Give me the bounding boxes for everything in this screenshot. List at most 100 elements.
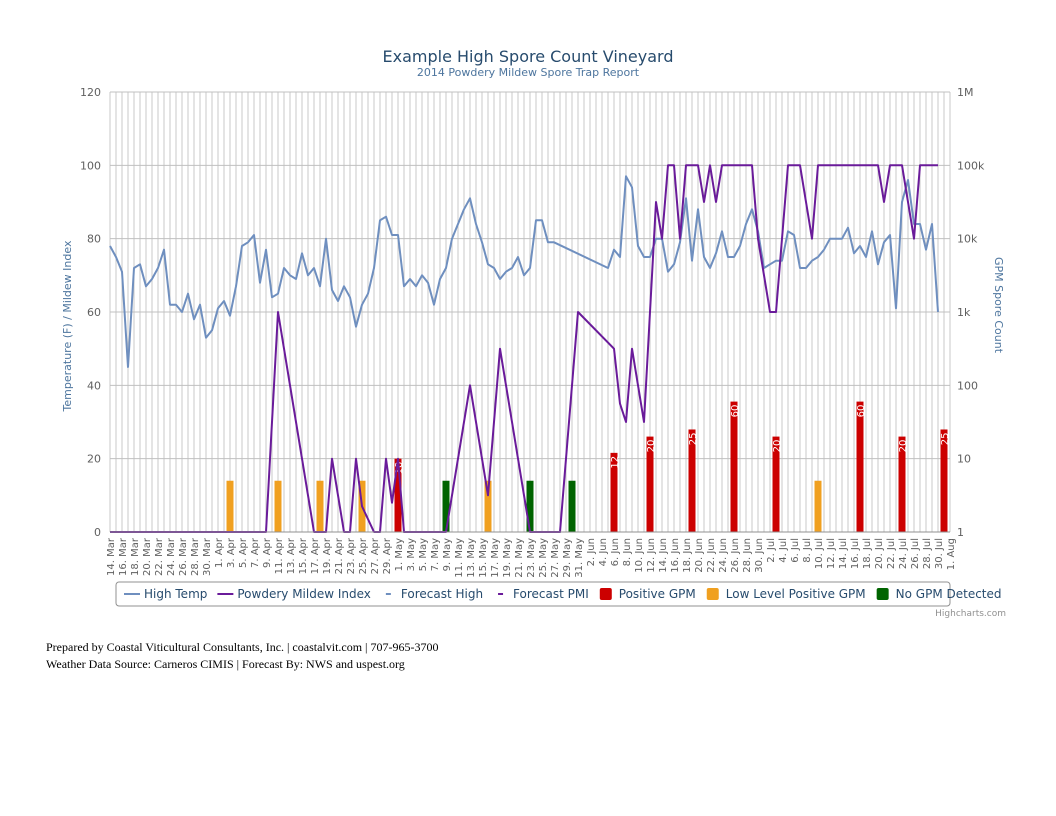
- x-tick-label: 4. Jun: [598, 538, 609, 566]
- x-tick-label: 6. Jun: [610, 538, 621, 566]
- x-tick-label: 3. May: [406, 538, 417, 571]
- x-tick-label: 1. May: [394, 538, 405, 571]
- x-tick-label: 10. Jul: [814, 538, 825, 569]
- x-tick-label: 14. Jul: [838, 538, 849, 569]
- x-tick-label: 20. Jun: [694, 538, 705, 573]
- y2-tick-label: 100k: [957, 159, 985, 172]
- gpm-bar-label: 25: [940, 432, 951, 445]
- x-tick-label: 27. Apr: [370, 537, 381, 574]
- x-tick-label: 12. Jul: [826, 538, 837, 569]
- x-tick-label: 28. Jun: [742, 538, 753, 573]
- x-tick-label: 13. May: [466, 538, 477, 578]
- legend-label: Forecast PMI: [513, 587, 589, 601]
- x-tick-label: 28. Mar: [190, 537, 201, 576]
- series-line: [110, 164, 938, 533]
- x-tick-label: 3. Apr: [226, 537, 237, 568]
- x-tick-label: 27. May: [550, 538, 561, 578]
- gpm-bar-label: 20: [772, 440, 783, 453]
- x-tick-label: 14. Jun: [658, 538, 669, 573]
- x-tick-label: 13. Apr: [286, 537, 297, 574]
- chart-subtitle: 2014 Powdery Mildew Spore Trap Report: [417, 66, 640, 79]
- gpm-bar: [856, 401, 864, 532]
- legend-item: Forecast PMI: [498, 587, 589, 601]
- x-tick-label: 18. Mar: [130, 537, 141, 576]
- y-tick-label: 60: [87, 306, 101, 319]
- y2-axis-title: GPM Spore Count: [992, 257, 1005, 354]
- x-tick-label: 6. Jul: [790, 538, 801, 563]
- x-tick-label: 26. Mar: [178, 537, 189, 576]
- x-tick-label: 20. Jul: [874, 538, 885, 569]
- y-tick-label: 0: [94, 526, 101, 539]
- x-tick-label: 20. Mar: [142, 537, 153, 576]
- legend-item: No GPM Detected: [876, 587, 1002, 601]
- x-tick-label: 23. May: [526, 538, 537, 578]
- y-axis-title: Temperature (F) / Mildew Index: [61, 240, 74, 412]
- lines: [109, 164, 939, 533]
- gpm-bar: [772, 436, 780, 532]
- gpm-bar: [394, 458, 402, 532]
- x-tick-label: 8. Jun: [622, 538, 633, 566]
- x-tick-label: 25. May: [538, 538, 549, 578]
- x-tick-label: 24. Mar: [166, 537, 177, 576]
- chart: Example High Spore Count Vineyard 2014 P…: [61, 47, 1006, 619]
- y2-tick-label: 10k: [957, 233, 978, 246]
- x-tick-label: 30. Mar: [202, 537, 213, 576]
- legend: High Temp Powdery Mildew Index Forecast Hi…: [124, 587, 1002, 601]
- gpm-bar: [898, 436, 906, 532]
- y-tick-label: 120: [80, 86, 101, 99]
- x-tick-label: 7. May: [430, 538, 441, 571]
- x-tick-label: 21. Apr: [334, 537, 345, 574]
- x-tick-label: 2. Jul: [766, 538, 777, 563]
- x-tick-label: 7. Apr: [250, 537, 261, 568]
- y-tick-label: 20: [87, 453, 101, 466]
- x-tick-label: 1. Apr: [214, 537, 225, 568]
- footer-line-1: Prepared by Coastal Viticultural Consult…: [46, 640, 439, 654]
- y-tick-label: 100: [80, 159, 101, 172]
- x-tick-label: 8. Jul: [802, 538, 813, 563]
- y2-tick-label: 1: [957, 526, 964, 539]
- x-tick-label: 1. Aug: [946, 538, 957, 570]
- gpm-bar-label: 60: [730, 405, 741, 418]
- x-tick-label: 5. May: [418, 538, 429, 571]
- x-tick-label: 11. May: [454, 538, 465, 578]
- gpm-bar: [316, 480, 324, 532]
- y2-tick-label: 1k: [957, 306, 971, 319]
- legend-label: Forecast High: [401, 587, 483, 601]
- y2-tick-label: 10: [957, 453, 971, 466]
- x-tick-label: 4. Jul: [778, 538, 789, 563]
- x-tick-label: 29. Apr: [382, 537, 393, 574]
- x-tick-label: 24. Jun: [718, 538, 729, 573]
- x-tick-label: 2. Jun: [586, 538, 597, 566]
- gpm-bar-label: 60: [856, 405, 867, 418]
- x-tick-label: 30. Jul: [934, 538, 945, 569]
- x-tick-label: 16. Jun: [670, 538, 681, 573]
- x-tick-label: 11. Apr: [274, 537, 285, 574]
- gpm-bar: [688, 429, 696, 532]
- gpm-bar-label: 20: [646, 440, 657, 453]
- gpm-bar: [226, 480, 234, 532]
- legend-box-symbol: [599, 588, 612, 600]
- legend-label: No GPM Detected: [896, 587, 1002, 601]
- gpm-bar: [610, 452, 618, 532]
- credit: Highcharts.com: [935, 609, 1006, 619]
- legend-item: Positive GPM: [599, 587, 696, 601]
- footer-line-2: Weather Data Source: Carneros CIMIS | Fo…: [46, 657, 405, 671]
- series-line: [109, 175, 939, 368]
- x-tick-label: 26. Jun: [730, 538, 741, 573]
- footer: Prepared by Coastal Viticultural Consult…: [46, 639, 438, 673]
- x-tick-label: 18. Jun: [682, 538, 693, 573]
- x-tick-label: 28. Jul: [922, 538, 933, 569]
- gpm-bar-label: 12: [610, 456, 621, 469]
- x-tick-label: 16. Mar: [118, 537, 129, 576]
- legend-box-symbol: [876, 588, 889, 600]
- legend-item: Forecast High: [385, 587, 483, 601]
- x-tick-label: 21. May: [514, 538, 525, 578]
- gpm-bar: [526, 480, 534, 532]
- x-tick-label: 26. Jul: [910, 538, 921, 569]
- chart-title: Example High Spore Count Vineyard: [383, 47, 674, 66]
- x-tick-label: 22. Jul: [886, 538, 897, 569]
- legend-label: Powdery Mildew Index: [237, 587, 371, 601]
- x-tick-label: 18. Jul: [862, 538, 873, 569]
